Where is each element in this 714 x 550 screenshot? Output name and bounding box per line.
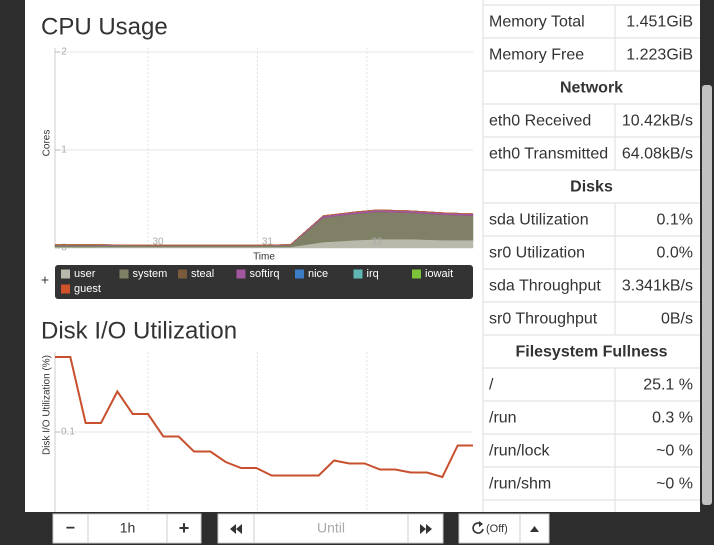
legend-label[interactable]: guest — [74, 283, 101, 295]
refresh-arrow — [479, 521, 483, 527]
stat-value: 0.0% — [657, 245, 693, 262]
stat-label: eth0 Received — [489, 113, 591, 130]
stat-label: Memory Free — [489, 47, 584, 64]
legend-toggle[interactable]: + — [41, 272, 49, 288]
legend-swatch[interactable] — [295, 269, 304, 279]
stat-value: 0.3 % — [652, 410, 693, 427]
stat-value: 0B/s — [661, 311, 693, 328]
legend-label[interactable]: system — [133, 268, 168, 280]
legend-label[interactable]: steal — [191, 268, 214, 280]
button-label[interactable]: − — [66, 520, 75, 537]
stat-label: sr0 Throughput — [489, 311, 598, 328]
minus-button[interactable] — [52, 513, 89, 544]
stat-value: 1.223GiB — [626, 47, 693, 64]
legend-swatch[interactable] — [353, 269, 363, 279]
line — [55, 356, 473, 479]
legend-label[interactable]: nice — [308, 268, 328, 280]
legend-label[interactable]: user — [74, 268, 96, 280]
button-label[interactable]: + — [179, 518, 190, 538]
chart-title: CPU Usage — [41, 13, 168, 40]
y-tick-label: 1 — [61, 145, 67, 156]
legend-swatch[interactable] — [61, 284, 70, 294]
legend-swatch[interactable] — [119, 269, 129, 279]
y-tick-label: 2 — [61, 47, 67, 58]
stat-value: 1.451GiB — [626, 14, 693, 31]
back-icon — [230, 524, 242, 534]
stat-value: 10.42kB/s — [622, 113, 693, 130]
y-axis-label: Cores — [42, 130, 53, 157]
refresh-icon — [472, 522, 484, 534]
until-input[interactable] — [253, 513, 409, 544]
legend-label[interactable]: softirq — [250, 268, 280, 280]
x-axis-label: Time — [253, 252, 275, 263]
stat-label: /run/shm — [489, 476, 551, 493]
caret-icon — [530, 526, 539, 532]
input-placeholder[interactable]: Until — [317, 520, 345, 536]
section-header: Network — [560, 80, 623, 97]
stat-label: eth0 Transmitted — [489, 146, 608, 163]
stat-value: ~0 % — [656, 443, 693, 460]
stat-label: sr0 Utilization — [489, 245, 585, 262]
y-axis-label: Disk I/O Utilization (%) — [42, 355, 53, 455]
legend-swatch[interactable] — [178, 269, 187, 279]
legend-swatch[interactable] — [412, 269, 421, 279]
stat-value: ~0 % — [656, 476, 693, 493]
left-strip — [0, 0, 25, 545]
stat-value: 3.341kB/s — [622, 278, 693, 295]
scrollbar-thumb[interactable] — [702, 85, 712, 505]
section-header: Disks — [570, 179, 613, 196]
legend-swatch[interactable] — [236, 269, 246, 279]
button-label[interactable]: (Off) — [486, 523, 508, 535]
area — [55, 209, 474, 246]
stat-value: 64.08kB/s — [622, 146, 693, 163]
x-tick-label: 31 — [262, 237, 274, 248]
stat-label: sda Utilization — [489, 212, 589, 229]
stat-label: /run — [489, 410, 517, 427]
legend-label[interactable]: irq — [367, 268, 379, 280]
stat-value: 25.1 % — [643, 377, 693, 394]
input-value[interactable]: 1h — [120, 520, 136, 536]
x-tick-label: 32 — [371, 237, 383, 248]
forward-icon — [420, 524, 432, 534]
stat-label: /run/lock — [489, 443, 550, 460]
legend-swatch[interactable] — [61, 269, 70, 279]
stat-label: sda Throughput — [489, 278, 601, 295]
forward-button[interactable] — [407, 513, 444, 544]
chart-title: Disk I/O Utilization — [41, 317, 237, 344]
legend-label[interactable]: iowait — [425, 268, 453, 280]
x-tick-label: 30 — [152, 237, 164, 248]
stat-label: Memory Total — [489, 14, 585, 31]
section-header: Filesystem Fullness — [515, 344, 667, 361]
legend — [55, 265, 473, 299]
stat-value: 0.1% — [657, 212, 693, 229]
stat-label: / — [489, 377, 494, 394]
plus-button[interactable] — [166, 513, 202, 544]
y-tick-label: 0.1 — [61, 427, 75, 438]
